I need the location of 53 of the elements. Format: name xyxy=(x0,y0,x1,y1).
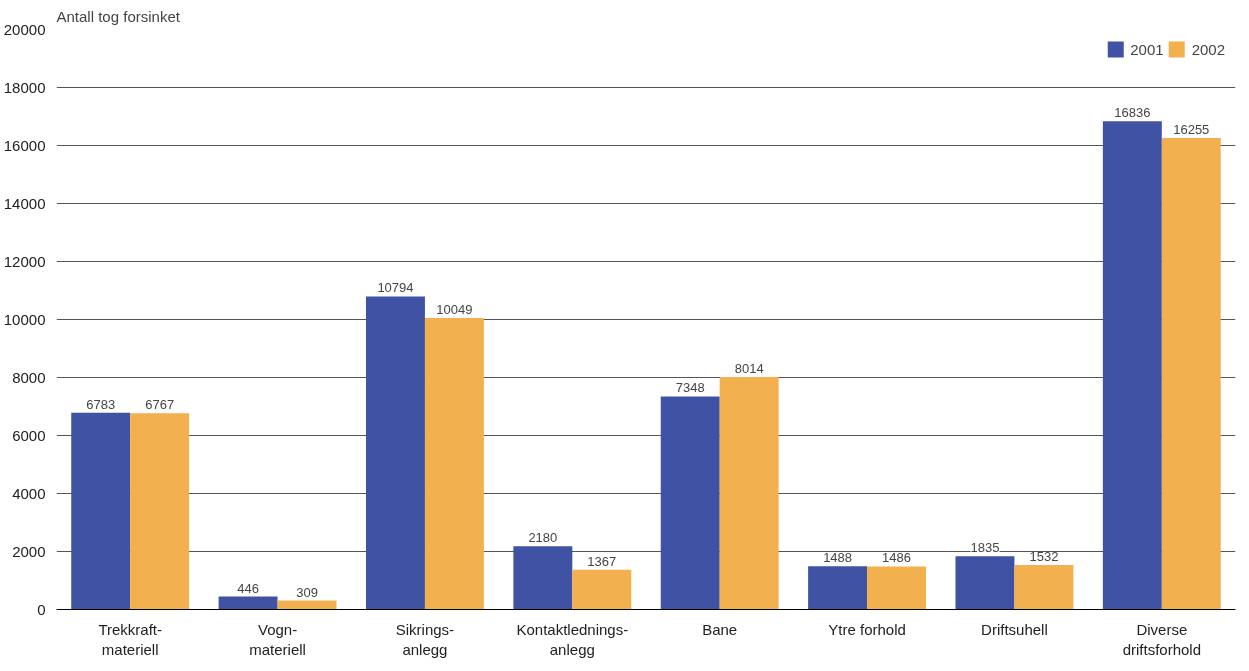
data-label: 7348 xyxy=(675,380,705,396)
data-label: 8014 xyxy=(734,361,764,377)
bar xyxy=(660,396,720,610)
y-tick-label: 14000 xyxy=(3,194,46,212)
x-tick-label: Trekkraft- materiell xyxy=(98,620,163,658)
data-label: 6767 xyxy=(145,397,175,413)
x-tick-label: Driftsuhell xyxy=(981,620,1048,638)
data-label: 10049 xyxy=(436,302,473,318)
x-tick-label: Diverse driftsforhold xyxy=(1122,620,1201,658)
bar xyxy=(365,296,425,610)
data-label: 446 xyxy=(237,580,259,596)
bar xyxy=(513,546,573,610)
data-label: 1488 xyxy=(823,550,853,566)
data-label: 16836 xyxy=(1114,105,1151,121)
data-label: 1532 xyxy=(1029,549,1059,565)
y-tick-label: 16000 xyxy=(3,136,46,154)
bar xyxy=(1014,565,1074,610)
x-tick-label: Ytre forhold xyxy=(828,620,906,638)
bar xyxy=(955,556,1015,610)
x-tick-label: Bane xyxy=(702,620,738,638)
data-label: 2180 xyxy=(528,530,558,546)
y-tick-label: 12000 xyxy=(3,252,46,270)
bar xyxy=(719,377,779,610)
legend-label: 2002 xyxy=(1191,40,1225,58)
legend-label: 2001 xyxy=(1130,40,1164,58)
y-tick-label: 8000 xyxy=(12,368,46,386)
y-tick-label: 4000 xyxy=(12,484,46,502)
data-label: 16255 xyxy=(1173,122,1210,138)
y-tick-label: 20000 xyxy=(3,20,46,38)
y-tick-label: 0 xyxy=(37,600,46,618)
bar xyxy=(71,412,131,610)
data-label: 309 xyxy=(296,584,318,600)
y-tick-label: 18000 xyxy=(3,78,46,96)
x-tick-label: Kontaktlednings- anlegg xyxy=(516,620,629,658)
bar xyxy=(424,318,484,610)
data-label: 1835 xyxy=(970,540,1000,556)
x-tick-label: Vogn- materiell xyxy=(249,620,306,658)
bar xyxy=(130,413,190,610)
data-label: 1486 xyxy=(882,550,911,566)
data-label: 10794 xyxy=(377,280,414,296)
bar xyxy=(808,566,868,610)
y-tick-label: 10000 xyxy=(3,310,46,328)
bar xyxy=(218,596,278,610)
data-label: 6783 xyxy=(86,396,116,412)
y-tick-label: 6000 xyxy=(12,426,46,444)
y-axis-title: Antall tog forsinket xyxy=(56,7,181,25)
x-tick-label: Sikrings- anlegg xyxy=(395,620,455,658)
bar xyxy=(1102,121,1162,610)
bar xyxy=(1161,138,1221,610)
bar xyxy=(867,566,927,610)
data-label: 1367 xyxy=(587,553,617,569)
y-tick-label: 2000 xyxy=(12,542,46,560)
bar xyxy=(572,569,632,610)
